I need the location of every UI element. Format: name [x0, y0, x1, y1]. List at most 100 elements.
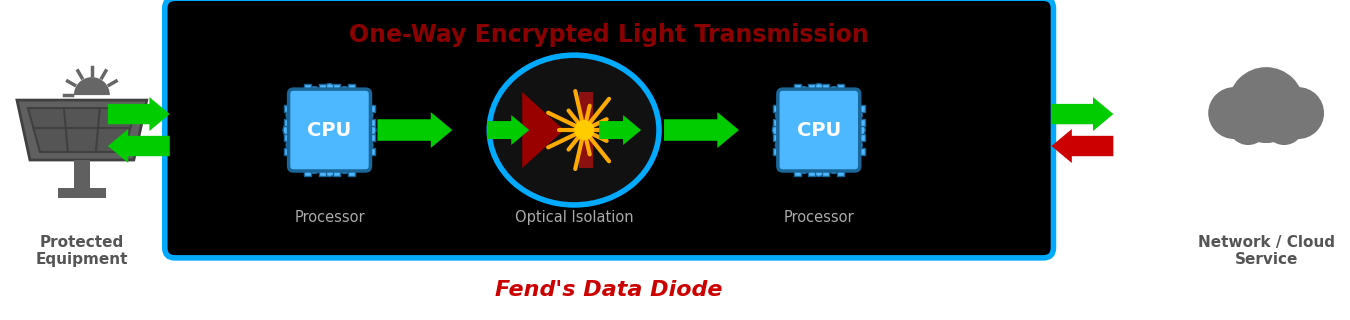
Bar: [853, 134, 865, 141]
Bar: [772, 148, 784, 155]
Bar: [853, 105, 865, 112]
Bar: [772, 119, 784, 126]
Wedge shape: [74, 77, 109, 95]
Bar: [837, 84, 844, 96]
Polygon shape: [108, 97, 170, 131]
Circle shape: [1228, 67, 1304, 143]
Polygon shape: [487, 115, 529, 145]
FancyBboxPatch shape: [778, 89, 860, 171]
Circle shape: [323, 84, 336, 98]
Circle shape: [323, 163, 336, 176]
Circle shape: [1272, 87, 1324, 139]
Bar: [772, 105, 784, 112]
Bar: [837, 164, 844, 176]
Circle shape: [286, 108, 300, 122]
Bar: [58, 188, 105, 198]
Bar: [363, 119, 375, 126]
Text: Processor: Processor: [294, 211, 365, 225]
Text: CPU: CPU: [796, 121, 841, 140]
Polygon shape: [18, 100, 147, 160]
Ellipse shape: [489, 55, 659, 205]
Circle shape: [284, 123, 297, 137]
Bar: [347, 84, 355, 96]
Circle shape: [1264, 105, 1304, 145]
Text: Processor: Processor: [783, 211, 855, 225]
Bar: [363, 134, 375, 141]
Text: One-Way Encrypted Light Transmission: One-Way Encrypted Light Transmission: [350, 23, 869, 47]
Bar: [284, 119, 296, 126]
Circle shape: [362, 123, 375, 137]
Circle shape: [775, 108, 790, 122]
Polygon shape: [599, 115, 641, 145]
Circle shape: [286, 138, 300, 152]
Circle shape: [359, 138, 373, 152]
Polygon shape: [378, 112, 452, 148]
Circle shape: [784, 151, 798, 165]
Bar: [319, 164, 325, 176]
Circle shape: [294, 151, 309, 165]
Bar: [363, 148, 375, 155]
FancyBboxPatch shape: [289, 89, 370, 171]
Bar: [74, 160, 90, 188]
Circle shape: [784, 95, 798, 109]
Bar: [794, 164, 801, 176]
Circle shape: [1228, 105, 1268, 145]
Text: CPU: CPU: [308, 121, 351, 140]
Circle shape: [308, 159, 321, 173]
Circle shape: [351, 151, 364, 165]
Bar: [772, 134, 784, 141]
Circle shape: [775, 138, 790, 152]
Bar: [822, 84, 829, 96]
Circle shape: [359, 108, 373, 122]
Circle shape: [772, 123, 786, 137]
Bar: [363, 105, 375, 112]
Text: Protected
Equipment: Protected Equipment: [35, 235, 128, 267]
Circle shape: [796, 159, 811, 173]
Bar: [809, 84, 815, 96]
Bar: [347, 164, 355, 176]
Polygon shape: [1052, 129, 1114, 163]
Circle shape: [828, 159, 841, 173]
Circle shape: [338, 87, 351, 100]
Circle shape: [828, 87, 841, 100]
Bar: [794, 84, 801, 96]
Circle shape: [848, 138, 863, 152]
Circle shape: [308, 87, 321, 100]
Polygon shape: [108, 129, 170, 163]
Polygon shape: [1052, 97, 1114, 131]
Text: Network / Cloud
Service: Network / Cloud Service: [1197, 235, 1335, 267]
Circle shape: [811, 84, 826, 98]
Text: Optical Isolation: Optical Isolation: [514, 211, 633, 225]
Circle shape: [811, 163, 826, 176]
Bar: [809, 164, 815, 176]
Bar: [853, 148, 865, 155]
Circle shape: [351, 95, 364, 109]
Polygon shape: [664, 112, 738, 148]
Circle shape: [1208, 87, 1260, 139]
FancyBboxPatch shape: [165, 0, 1053, 258]
Circle shape: [852, 123, 865, 137]
Bar: [284, 105, 296, 112]
Polygon shape: [522, 92, 564, 168]
Text: Fend's Data Diode: Fend's Data Diode: [495, 280, 722, 300]
Bar: [822, 164, 829, 176]
Bar: [579, 92, 593, 168]
Bar: [319, 84, 325, 96]
Circle shape: [338, 159, 351, 173]
Circle shape: [1254, 75, 1299, 119]
Circle shape: [294, 95, 309, 109]
Bar: [333, 84, 340, 96]
Bar: [284, 148, 296, 155]
Bar: [333, 164, 340, 176]
Circle shape: [848, 108, 863, 122]
Circle shape: [796, 87, 811, 100]
Bar: [305, 164, 312, 176]
Bar: [284, 134, 296, 141]
Circle shape: [1234, 75, 1278, 119]
Bar: [305, 84, 312, 96]
Bar: [853, 119, 865, 126]
Circle shape: [840, 151, 853, 165]
Circle shape: [840, 95, 853, 109]
Polygon shape: [28, 108, 136, 152]
Circle shape: [574, 120, 594, 140]
